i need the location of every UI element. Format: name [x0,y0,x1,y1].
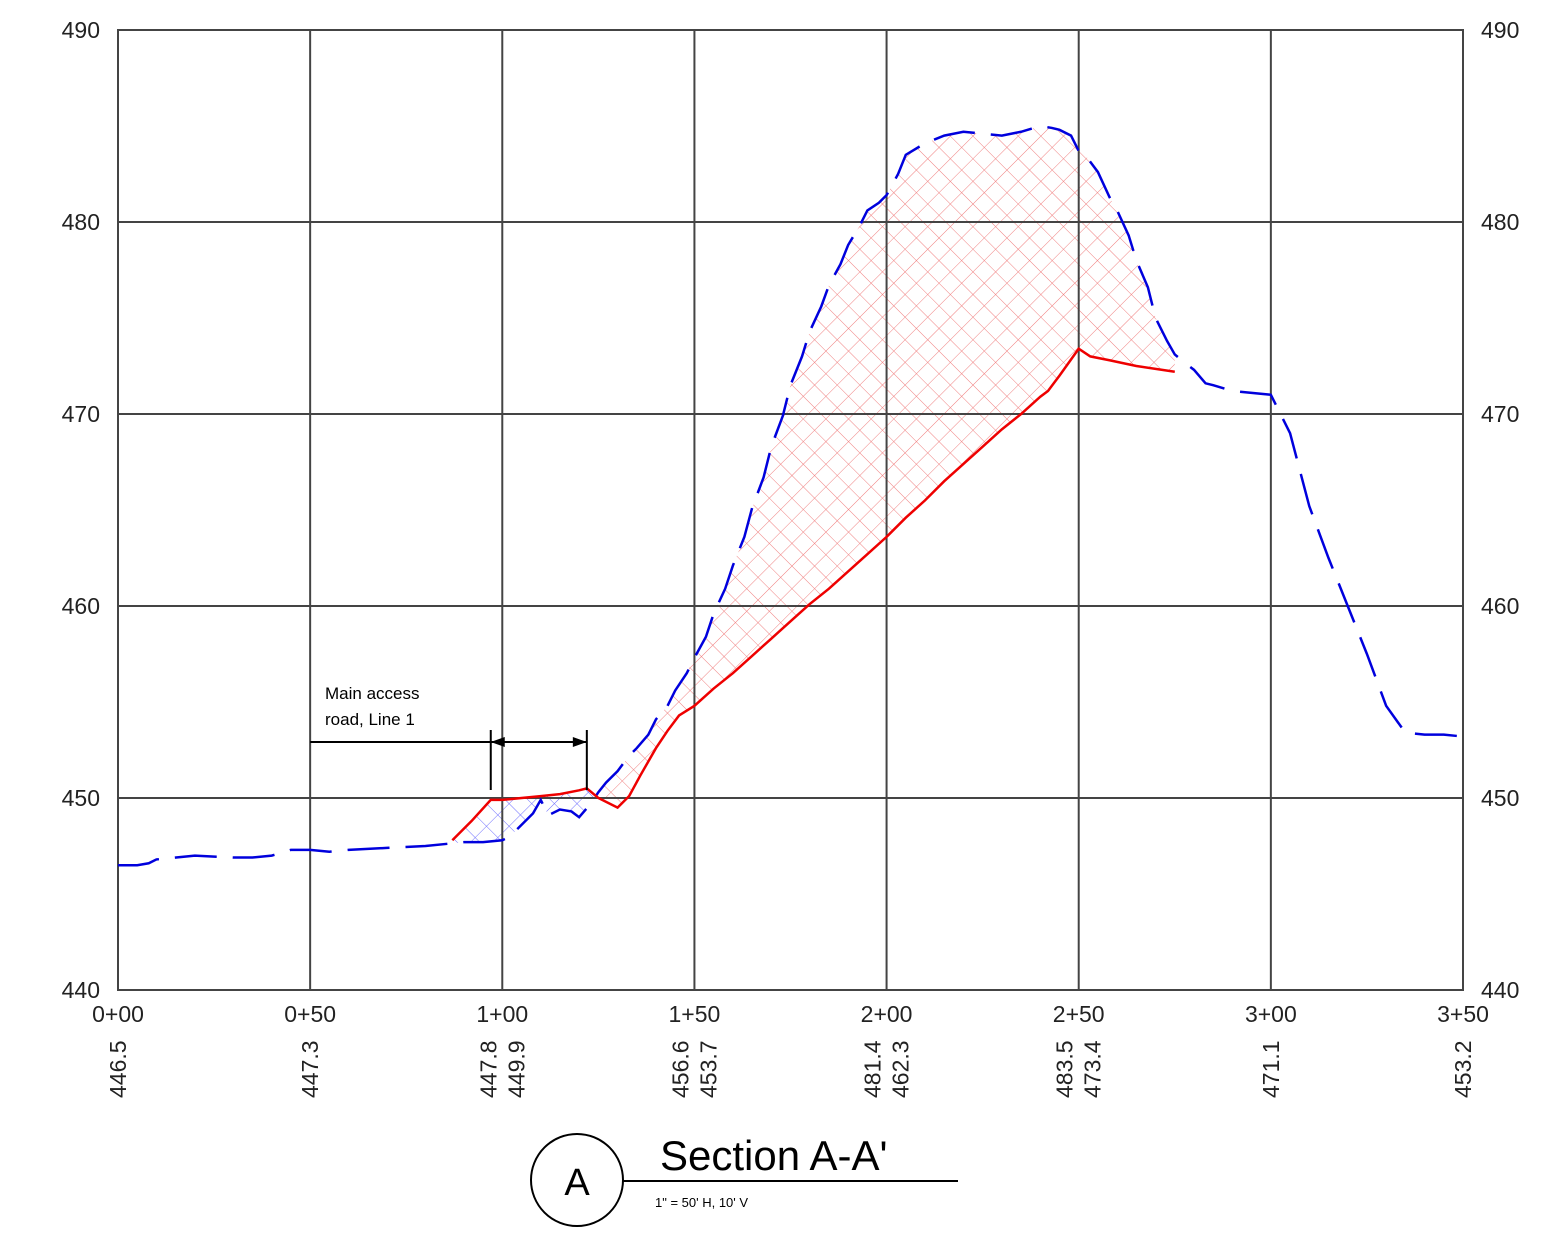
elevation-label: 447.8 [475,1040,501,1098]
fill-area-hatch [452,788,595,844]
x-tick-label: 2+50 [1053,1001,1105,1027]
section-marker-letter: A [564,1162,590,1204]
y-tick-label-right: 480 [1481,209,1519,235]
y-tick-label-right: 440 [1481,977,1519,1003]
x-tick-label: 1+00 [476,1001,528,1027]
arrowhead-right [572,737,587,747]
elevation-label: 462.3 [888,1040,914,1098]
y-tick-label-left: 490 [62,17,100,43]
chart-title: Section A-A' [660,1132,887,1179]
x-tick-label: 0+00 [92,1001,144,1027]
y-tick-label-left: 480 [62,209,100,235]
y-tick-label-left: 460 [62,593,100,619]
existing-grade-line [118,124,1463,867]
y-tick-label-right: 450 [1481,785,1519,811]
hatch-layer [452,126,1175,844]
x-tick-label: 1+50 [669,1001,721,1027]
x-tick-label: 3+50 [1437,1001,1489,1027]
elevation-label: 456.6 [667,1040,693,1098]
elevation-label: 453.7 [695,1040,721,1098]
elevation-label: 446.5 [105,1040,131,1098]
elevation-label: 449.9 [503,1040,529,1098]
y-tick-label-left: 440 [62,977,100,1003]
y-tick-label-right: 470 [1481,401,1519,427]
scale-note: 1" = 50' H, 10' V [655,1195,748,1210]
y-tick-label-right: 490 [1481,17,1519,43]
elevation-label: 471.1 [1258,1040,1284,1098]
y-tick-label-right: 460 [1481,593,1519,619]
elevation-label: 447.3 [297,1040,323,1098]
proposed-grade-line [451,347,1175,842]
x-tick-label: 2+00 [861,1001,913,1027]
x-tick-label: 3+00 [1245,1001,1297,1027]
arrowhead-left [490,737,505,747]
annotation-layer: Main access road, Line 1 [310,684,588,790]
grid-layer [117,29,1464,991]
annotation-line-1: Main access [325,684,419,703]
x-tick-label: 0+50 [284,1001,336,1027]
title-block: A Section A-A' 1" = 50' H, 10' V [530,1132,958,1227]
elevation-label: 453.2 [1450,1040,1476,1098]
y-tick-label-left: 450 [62,785,100,811]
y-tick-label-left: 470 [62,401,100,427]
series-layer [118,124,1463,867]
elevation-label: 473.4 [1080,1040,1106,1098]
annotation-line-2: road, Line 1 [325,710,415,729]
elevation-label: 483.5 [1052,1040,1078,1098]
plot-frame [117,29,1464,991]
elevation-label: 481.4 [860,1040,886,1098]
